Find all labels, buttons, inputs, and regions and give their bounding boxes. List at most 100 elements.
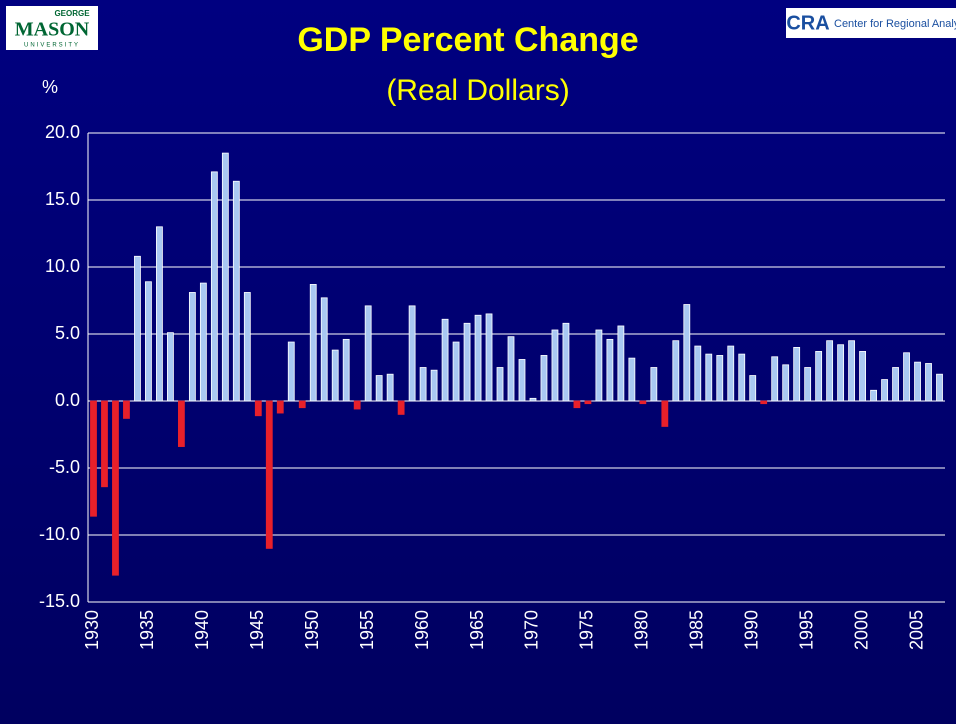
- x-tick-label: 2000: [851, 610, 871, 650]
- bar: [606, 338, 614, 402]
- bar: [463, 322, 471, 402]
- x-tick-label: 1980: [632, 610, 652, 650]
- bar: [496, 367, 504, 402]
- y-tick-label: 0.0: [55, 390, 80, 410]
- bar: [287, 341, 295, 402]
- bar: [650, 367, 658, 402]
- chart-title: GDP Percent Change: [297, 21, 638, 59]
- x-tick-label: 1995: [796, 610, 816, 650]
- bar: [265, 400, 273, 549]
- bar: [727, 345, 735, 402]
- bar: [375, 375, 383, 402]
- bar: [342, 338, 350, 402]
- bar: [551, 329, 559, 402]
- logo-text: UNIVERSITY: [24, 43, 80, 49]
- bar: [430, 369, 438, 402]
- y-tick-label: -5.0: [49, 457, 80, 477]
- bar: [419, 367, 427, 402]
- bar: [540, 355, 548, 402]
- bar: [298, 400, 306, 409]
- bar: [474, 314, 482, 402]
- bar: [177, 400, 185, 447]
- y-tick-label: -15.0: [39, 591, 80, 611]
- chart-subtitle: (Real Dollars): [386, 74, 569, 107]
- bar: [452, 341, 460, 402]
- bar: [485, 313, 493, 402]
- bar: [705, 353, 713, 402]
- bar: [848, 340, 856, 402]
- bar: [914, 361, 921, 402]
- bar: [628, 357, 636, 402]
- x-tick-label: 1945: [247, 610, 267, 650]
- bar: [364, 305, 372, 402]
- x-tick-label: 2005: [906, 610, 926, 650]
- x-tick-label: 1965: [467, 610, 487, 650]
- logo-text: GEORGE: [54, 9, 90, 18]
- y-axis-label: %: [42, 77, 58, 97]
- bar: [584, 400, 592, 405]
- x-tick-label: 1935: [137, 610, 157, 650]
- bar: [782, 364, 790, 402]
- bar: [815, 351, 823, 402]
- bar: [793, 346, 801, 402]
- bar: [386, 373, 394, 402]
- bar: [837, 344, 845, 402]
- x-tick-label: 1990: [741, 610, 761, 650]
- bar: [639, 400, 647, 405]
- bar: [210, 171, 218, 402]
- bar: [232, 180, 240, 402]
- bar: [188, 292, 196, 402]
- y-tick-label: 15.0: [45, 189, 80, 209]
- logo-box: [786, 8, 956, 38]
- bar: [529, 397, 537, 402]
- x-tick-label: 1955: [357, 610, 377, 650]
- logo-box: [6, 6, 98, 50]
- bar: [760, 400, 768, 405]
- bar: [562, 322, 570, 402]
- bar: [441, 318, 449, 402]
- bar: [870, 389, 877, 402]
- bar: [595, 329, 603, 402]
- bar: [243, 292, 251, 402]
- logo-cra: CRA Center for Regional Analy: [786, 8, 956, 38]
- bar: [892, 367, 899, 402]
- bar: [134, 255, 141, 402]
- bar: [672, 340, 680, 402]
- x-tick-label: 1930: [82, 610, 102, 650]
- bar: [573, 400, 581, 409]
- x-tick-label: 1940: [192, 610, 212, 650]
- y-tick-label: -10.0: [39, 524, 80, 544]
- bar: [145, 281, 152, 402]
- logo-text: Center for Regional Analy: [834, 18, 956, 30]
- bar: [826, 340, 834, 402]
- bar: [518, 359, 526, 402]
- bar: [276, 400, 284, 414]
- bar: [309, 284, 317, 402]
- bar: [903, 352, 910, 402]
- bar: [694, 345, 702, 402]
- bar: [738, 353, 746, 402]
- bar: [771, 356, 779, 402]
- x-tick-label: 1975: [577, 610, 597, 650]
- logo-text: MASON: [15, 19, 90, 41]
- y-tick-label: 20.0: [45, 122, 80, 142]
- x-tick-label: 1985: [687, 610, 707, 650]
- y-tick-label: 5.0: [55, 323, 80, 343]
- bar: [112, 400, 119, 576]
- bar: [156, 226, 163, 402]
- x-tick-label: 1970: [522, 610, 542, 650]
- bar: [353, 400, 361, 410]
- bar: [123, 400, 130, 419]
- logo-text: CRA: [786, 12, 829, 34]
- bar: [507, 336, 515, 402]
- bar: [331, 349, 339, 402]
- bar: [320, 297, 328, 402]
- bar: [254, 400, 262, 417]
- bar: [199, 282, 207, 402]
- bar: [683, 304, 691, 402]
- bar: [859, 351, 866, 402]
- bar: [617, 325, 625, 402]
- bar: [936, 373, 943, 402]
